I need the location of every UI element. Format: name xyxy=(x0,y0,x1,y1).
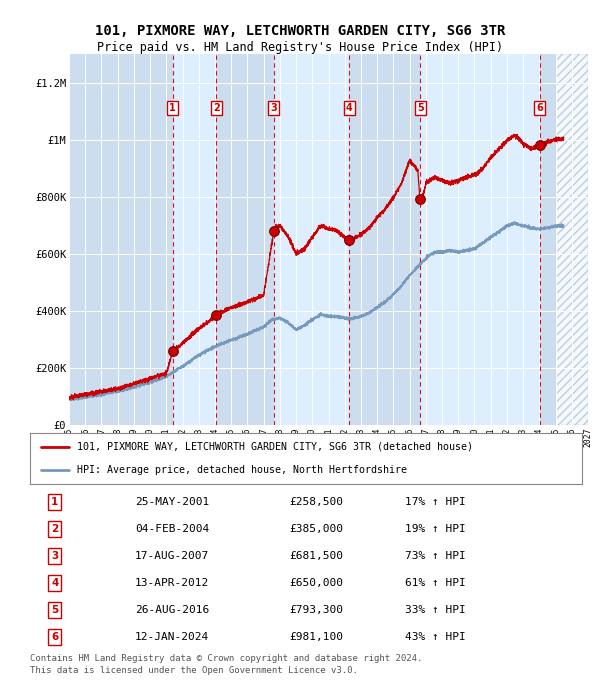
Text: Price paid vs. HM Land Registry's House Price Index (HPI): Price paid vs. HM Land Registry's House … xyxy=(97,41,503,54)
Text: 17% ↑ HPI: 17% ↑ HPI xyxy=(406,497,466,507)
Bar xyxy=(69,54,173,425)
Text: 04-FEB-2004: 04-FEB-2004 xyxy=(135,524,209,534)
Text: 73% ↑ HPI: 73% ↑ HPI xyxy=(406,551,466,562)
Text: 6: 6 xyxy=(536,103,543,113)
Text: 13-APR-2012: 13-APR-2012 xyxy=(135,578,209,588)
Text: 4: 4 xyxy=(51,578,59,588)
Text: 101, PIXMORE WAY, LETCHWORTH GARDEN CITY, SG6 3TR: 101, PIXMORE WAY, LETCHWORTH GARDEN CITY… xyxy=(95,24,505,38)
Text: 3: 3 xyxy=(271,103,277,113)
Text: 101, PIXMORE WAY, LETCHWORTH GARDEN CITY, SG6 3TR (detached house): 101, PIXMORE WAY, LETCHWORTH GARDEN CITY… xyxy=(77,442,473,452)
Bar xyxy=(217,54,274,425)
Text: 6: 6 xyxy=(51,632,58,643)
Bar xyxy=(540,54,556,425)
Text: This data is licensed under the Open Government Licence v3.0.: This data is licensed under the Open Gov… xyxy=(30,666,358,675)
Text: 3: 3 xyxy=(51,551,58,562)
Text: £258,500: £258,500 xyxy=(289,497,343,507)
Text: 61% ↑ HPI: 61% ↑ HPI xyxy=(406,578,466,588)
Text: 4: 4 xyxy=(346,103,353,113)
Text: 12-JAN-2024: 12-JAN-2024 xyxy=(135,632,209,643)
Bar xyxy=(274,54,349,425)
Text: £793,300: £793,300 xyxy=(289,605,343,615)
Text: HPI: Average price, detached house, North Hertfordshire: HPI: Average price, detached house, Nort… xyxy=(77,465,407,475)
Bar xyxy=(173,54,217,425)
Text: 5: 5 xyxy=(51,605,58,615)
Text: £650,000: £650,000 xyxy=(289,578,343,588)
Text: £385,000: £385,000 xyxy=(289,524,343,534)
Bar xyxy=(420,54,540,425)
Text: £681,500: £681,500 xyxy=(289,551,343,562)
Text: 5: 5 xyxy=(417,103,424,113)
Text: Contains HM Land Registry data © Crown copyright and database right 2024.: Contains HM Land Registry data © Crown c… xyxy=(30,654,422,663)
Text: 33% ↑ HPI: 33% ↑ HPI xyxy=(406,605,466,615)
Text: 19% ↑ HPI: 19% ↑ HPI xyxy=(406,524,466,534)
Text: £981,100: £981,100 xyxy=(289,632,343,643)
Text: 17-AUG-2007: 17-AUG-2007 xyxy=(135,551,209,562)
Text: 1: 1 xyxy=(51,497,58,507)
Text: 1: 1 xyxy=(169,103,176,113)
Text: 2: 2 xyxy=(51,524,58,534)
Text: 25-MAY-2001: 25-MAY-2001 xyxy=(135,497,209,507)
Text: 2: 2 xyxy=(213,103,220,113)
Text: 26-AUG-2016: 26-AUG-2016 xyxy=(135,605,209,615)
Bar xyxy=(349,54,420,425)
Text: 43% ↑ HPI: 43% ↑ HPI xyxy=(406,632,466,643)
